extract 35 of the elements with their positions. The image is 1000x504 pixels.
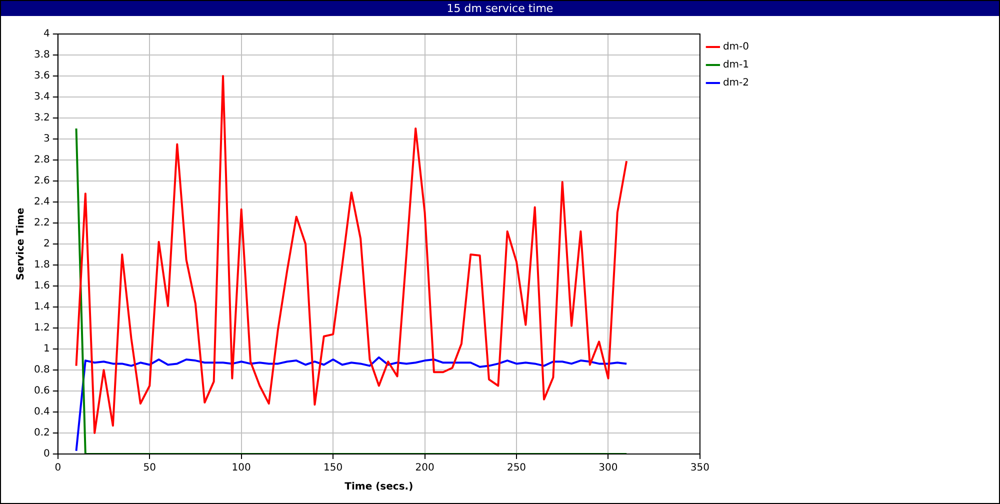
y-tick-label: 3.6 xyxy=(34,70,50,82)
chart-title: 15 dm service time xyxy=(1,1,999,16)
y-tick-label: 0.8 xyxy=(34,364,50,376)
y-tick-label: 3.2 xyxy=(34,112,50,124)
x-tick-label: 150 xyxy=(324,462,343,474)
legend-label: dm-2 xyxy=(722,78,750,89)
y-tick-label: 3.8 xyxy=(34,50,50,61)
y-tick-label: 2 xyxy=(44,238,50,250)
y-tick-label: 1.2 xyxy=(34,322,50,334)
y-tick-label: 1.8 xyxy=(34,260,50,271)
y-tick-label: 0.4 xyxy=(34,406,50,418)
y-tick-label: 4 xyxy=(44,28,50,40)
x-tick-label: 200 xyxy=(415,462,434,474)
x-tick-label: 100 xyxy=(232,462,251,474)
legend-label: dm-0 xyxy=(722,42,750,53)
y-tick-label: 2.8 xyxy=(34,154,50,166)
y-tick-label: 0 xyxy=(44,448,50,460)
y-tick-label: 0.2 xyxy=(34,428,50,439)
y-tick-label: 1.6 xyxy=(34,280,50,292)
x-tick-label: 300 xyxy=(598,462,618,474)
y-tick-label: 1 xyxy=(44,344,50,355)
y-tick-label: 2.2 xyxy=(34,218,50,229)
x-tick-label: 50 xyxy=(143,462,156,474)
y-tick-label: 3.4 xyxy=(34,92,50,103)
y-tick-label: 2.4 xyxy=(34,196,50,208)
y-tick-label: 2.6 xyxy=(34,176,50,187)
x-tick-label: 350 xyxy=(690,462,710,474)
y-tick-label: 0.6 xyxy=(34,386,50,397)
y-tick-label: 1.4 xyxy=(34,302,50,313)
x-axis-title: Time (secs.) xyxy=(344,482,414,493)
y-tick-label: 3 xyxy=(44,134,50,145)
x-tick-label: 250 xyxy=(506,462,526,474)
legend-label: dm-1 xyxy=(722,60,750,71)
x-tick-label: 0 xyxy=(54,462,62,474)
y-axis-title: Service Time xyxy=(16,208,27,280)
